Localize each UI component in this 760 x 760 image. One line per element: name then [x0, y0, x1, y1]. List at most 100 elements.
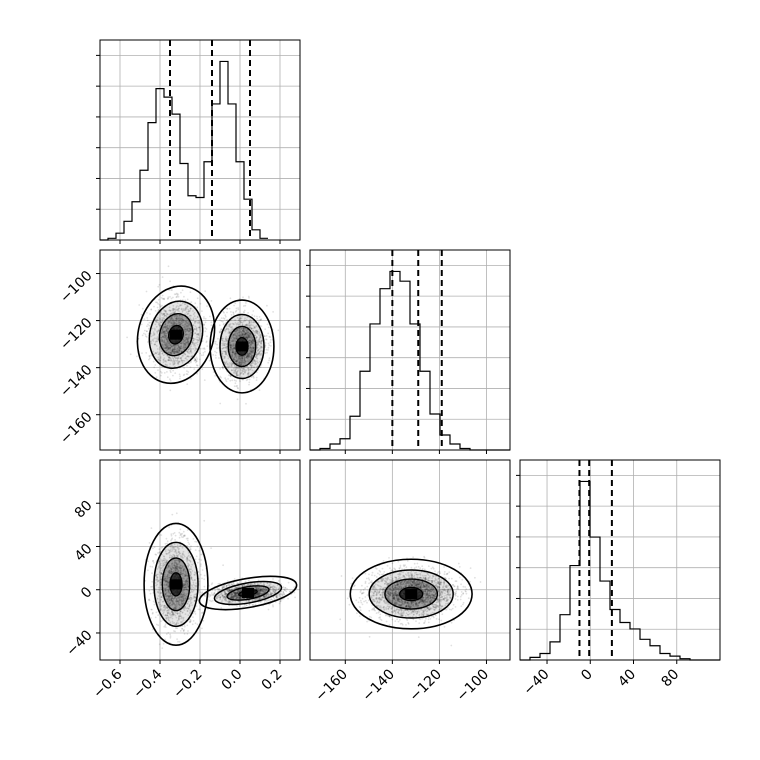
scatter-point-0-1-1028 — [235, 336, 238, 339]
scatter-point-1-0-22 — [207, 596, 210, 598]
scatter-point-1-0-392 — [158, 571, 161, 574]
scatter-point-0-1-1138 — [269, 336, 272, 338]
scatter-point-0-0-1254 — [160, 336, 163, 339]
scatter-point-0-1-772 — [250, 340, 253, 343]
scatter-point-1-0-1165 — [172, 613, 175, 616]
scatter-point-0-0-956 — [185, 306, 187, 309]
scatter-point-1-0-944 — [172, 601, 174, 603]
scatter-point-0-0-894 — [164, 360, 166, 362]
scatter-point-0-1-1334 — [224, 355, 226, 358]
scatter-point-0-0-133 — [179, 342, 182, 345]
scatter-point-0-1-158 — [237, 307, 240, 309]
scatter-point-1-0-584 — [182, 629, 185, 632]
scatter-point-1-0-128 — [174, 534, 177, 537]
scatter-point-0-0-447 — [179, 324, 182, 326]
scatter-point-1-0-791 — [156, 576, 159, 579]
scatter-point-0-0-1336 — [173, 348, 176, 351]
scatter-point-0-1-1018 — [248, 352, 251, 354]
hist-frame-1 — [309, 249, 511, 451]
scatter-point-1-0-881 — [190, 573, 193, 576]
scatter-point-0-0-1320 — [171, 319, 174, 321]
scatter-point-0-1-509 — [233, 353, 236, 356]
scatter-point-1-0-434 — [178, 616, 180, 619]
scatter-point-0-1-783 — [247, 324, 250, 327]
scatter-point-0-0-5 — [148, 324, 151, 327]
scatter-point-1-0-925 — [188, 603, 191, 606]
scatter-point-0-0-1458 — [165, 329, 168, 332]
scatter-point-0-1-1049 — [243, 369, 246, 371]
scatter-point-0-0-975 — [178, 321, 180, 324]
scatter-point-1-0-531 — [185, 588, 188, 591]
scatter-point-0-1-67 — [250, 340, 252, 343]
scatter-point-0-1-593 — [233, 348, 236, 351]
scatter-point-0-0-1400 — [183, 328, 185, 331]
scatter-point-0-1-12 — [248, 332, 251, 335]
scatter-point-0-1-618 — [238, 331, 241, 334]
scatter-point-0-0-1058 — [189, 308, 192, 310]
scatter-point-1-0-111 — [178, 618, 180, 621]
scatter-point-0-1-181 — [241, 367, 243, 369]
scatter-point-0-0-255 — [172, 359, 175, 362]
scatter-point-0-0-1104 — [169, 371, 172, 374]
scatter-point-1-0-188 — [183, 609, 186, 612]
scatter-point-0-1-858 — [259, 334, 262, 336]
scatter-point-0-0-1295 — [174, 344, 177, 347]
scatter-point-1-0-330 — [150, 617, 153, 619]
scatter-point-0-0-460 — [179, 323, 182, 326]
scatter-point-0-1-950 — [234, 322, 237, 324]
scatter-point-0-0-40 — [194, 358, 197, 361]
scatter-point-0-1-1043 — [259, 366, 262, 369]
scatter-point-0-0-722 — [181, 318, 183, 320]
scatter-point-0-1-235 — [248, 355, 251, 358]
scatter-point-0-0-1415 — [157, 309, 160, 311]
scatter-point-1-0-269 — [193, 596, 196, 598]
scatter-point-1-0-618 — [168, 599, 171, 602]
scatter-point-0-1-916 — [231, 351, 234, 353]
scatter-point-0-0-729 — [161, 318, 163, 321]
scatter-point-0-1-758 — [240, 359, 242, 362]
scatter-point-1-0-1139 — [179, 552, 181, 555]
scatter-point-1-0-814 — [181, 552, 184, 555]
scatter-point-0-1-990 — [236, 316, 239, 319]
scatter-point-0-1-634 — [236, 332, 239, 335]
scatter-point-0-0-274 — [162, 341, 165, 344]
scatter-point-0-1-398 — [234, 355, 237, 358]
scatter-point-1-0-442 — [165, 595, 168, 598]
scatter-point-0-1-888 — [245, 337, 248, 340]
scatter-point-0-0-239 — [162, 326, 165, 329]
scatter-point-0-0-603 — [153, 353, 156, 356]
scatter-point-1-1-131 — [293, 591, 296, 594]
scatter-point-1-0-661 — [170, 565, 172, 567]
scatter-point-0-1-76 — [241, 333, 243, 335]
scatter-point-0-0-1427 — [168, 309, 171, 311]
scatter-point-0-0-548 — [168, 359, 171, 362]
scatter-point-0-0-1345 — [161, 339, 164, 342]
scatter-point-0-1-1224 — [233, 358, 236, 361]
scatter-point-0-1-791 — [250, 327, 252, 329]
scatter-point-0-0-1376 — [186, 325, 188, 327]
scatter-point-1-0-993 — [183, 570, 186, 572]
scatter-point-0-1-836 — [252, 346, 255, 349]
scatter-point-0-1-126 — [233, 347, 235, 350]
scatter-point-0-0-1260 — [160, 374, 162, 377]
scatter-point-0-0-1155 — [171, 324, 173, 327]
scatter-point-0-1-1459 — [237, 358, 240, 361]
scatter-point-0-1-1125 — [243, 333, 246, 336]
scatter-point-1-0-781 — [182, 534, 185, 537]
scatter-point-0-1-973 — [248, 324, 251, 327]
scatter-point-1-0-665 — [186, 558, 189, 561]
hist-bar-0-19 — [252, 230, 260, 240]
scatter-point-1-0-48 — [210, 547, 213, 549]
scatter-point-0-1-1038 — [243, 334, 245, 336]
scatter-point-0-0-1026 — [164, 330, 167, 333]
scatter-point-0-1-1203 — [227, 367, 229, 369]
scatter-point-0-0-711 — [174, 317, 177, 320]
scatter-point-0-1-345 — [230, 311, 232, 313]
scatter-point-0-1-1401 — [251, 360, 254, 363]
scatter-point-0-1-1475 — [235, 359, 238, 362]
scatter-point-0-0-317 — [159, 356, 162, 358]
scatter-point-0-0-1226 — [176, 318, 179, 321]
scatter-point-0-1-633 — [238, 319, 241, 321]
scatter-point-1-0-0 — [178, 559, 180, 562]
scatter-point-1-0-1106 — [181, 627, 183, 630]
